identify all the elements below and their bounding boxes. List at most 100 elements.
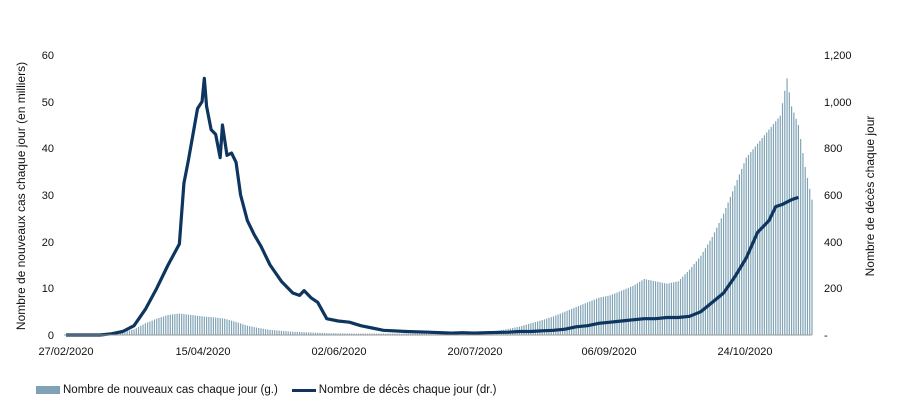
cases-bar (750, 152, 752, 335)
cases-bar (747, 154, 750, 335)
cases-bar (151, 320, 153, 335)
cases-bar (811, 199, 813, 335)
cases-bar (548, 317, 550, 335)
cases-bar (137, 326, 140, 335)
cases-bar (339, 333, 341, 335)
cases-bar (149, 321, 151, 335)
cases-bar (126, 331, 128, 335)
cases-bar (153, 319, 156, 335)
cases-bar (264, 329, 267, 335)
cases-bar (580, 305, 582, 335)
cases-bar (319, 332, 321, 335)
cases-bar (267, 329, 269, 335)
cases-bar (355, 333, 357, 335)
cases-bar (183, 314, 185, 335)
cases-bar (806, 177, 809, 335)
cases-bar (167, 314, 169, 335)
cases-bar (693, 264, 695, 335)
cases-bar (187, 314, 190, 335)
cases-bar (555, 315, 557, 335)
right-tick: 800 (824, 143, 842, 155)
cases-bar (160, 317, 162, 335)
right-axis-title: Nombre de décès chaque jour (863, 116, 877, 277)
cases-bar (790, 106, 793, 335)
cases-bar (292, 331, 294, 335)
cases-bar (246, 325, 248, 335)
left-tick: 10 (42, 283, 54, 295)
legend-label-cases: Nombre de nouveaux cas chaque jour (g.) (63, 384, 278, 396)
cases-bar (568, 309, 570, 335)
cases-bar (378, 333, 380, 335)
cases-bar (190, 314, 192, 335)
cases-bar (636, 283, 638, 335)
cases-bar (577, 306, 580, 335)
cases-bar (362, 333, 364, 335)
cases-bar (641, 280, 643, 335)
cases-bar (686, 272, 688, 335)
cases-bar (330, 333, 332, 335)
cases-bar (203, 316, 205, 335)
cases-bar (208, 316, 210, 335)
right-tick: 600 (824, 190, 842, 202)
cases-bar (301, 332, 303, 335)
cases-bar (666, 283, 668, 335)
cases-bar (181, 313, 183, 335)
cases-bar (661, 282, 663, 335)
cases-bar (673, 282, 675, 335)
cases-bar (684, 274, 686, 335)
cases-bar (539, 320, 541, 335)
cases-bar (559, 313, 561, 335)
cases-bar (342, 333, 344, 335)
cases-bar (607, 295, 609, 335)
cases-bar (763, 135, 765, 335)
cases-bar (759, 140, 761, 335)
cases-bar (668, 283, 670, 335)
cases-bar (140, 325, 142, 335)
cases-bar (317, 332, 319, 335)
cases-bar (525, 324, 527, 335)
cases-bar (793, 112, 795, 335)
cases-bar (142, 324, 144, 335)
cases-bar (337, 333, 339, 335)
legend-item-deaths: Nombre de décès chaque jour (dr.) (291, 384, 497, 396)
cases-bar (147, 322, 149, 335)
cases-bar (391, 333, 394, 335)
cases-bar (634, 284, 636, 335)
cases-bar (194, 315, 196, 335)
cases-bar (158, 317, 160, 335)
cases-bar (586, 302, 589, 335)
cases-bar (654, 281, 657, 335)
cases-bar (396, 333, 398, 335)
cases-bar (716, 227, 718, 335)
cases-bar (310, 332, 312, 335)
cases-bar (364, 333, 366, 335)
cases-bar (614, 293, 616, 335)
cases-bar (777, 118, 779, 335)
cases-bar (233, 321, 235, 335)
cases-bar (575, 307, 577, 335)
cases-bar (156, 318, 158, 335)
cases-bar (274, 330, 276, 335)
cases-bar (770, 126, 772, 336)
cases-bar (734, 185, 736, 335)
cases-bar (124, 331, 126, 335)
cases-bar (289, 331, 292, 335)
cases-bar (630, 286, 632, 335)
cases-bar (269, 329, 271, 335)
cases-bar (221, 318, 224, 335)
cases-bar (285, 331, 287, 335)
cases-bar (244, 324, 246, 335)
cases-bar (201, 316, 203, 335)
cases-bar (351, 333, 353, 335)
cases-bar (394, 333, 396, 335)
cases-bar (398, 333, 400, 335)
cases-bar (303, 332, 305, 335)
left-tick: 30 (42, 190, 54, 202)
cases-bar (584, 303, 586, 335)
cases-bar (797, 125, 799, 335)
cases-bar (573, 307, 575, 335)
cases-bar (772, 124, 775, 335)
cases-bar (713, 232, 716, 335)
cases-bar (185, 314, 187, 335)
cases-bar (212, 317, 214, 335)
